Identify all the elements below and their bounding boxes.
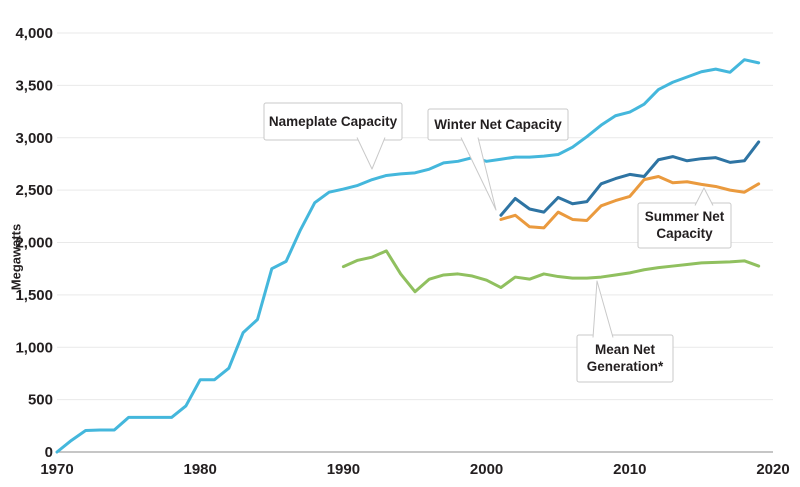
callout-box-summer-net-capacity <box>637 202 732 249</box>
x-tick-label: 1990 <box>327 461 360 478</box>
y-tick-label: 1,000 <box>15 339 53 356</box>
x-tick-label: 1980 <box>184 461 217 478</box>
x-tick-label: 2020 <box>756 461 789 478</box>
callout-text-winter-net-capacity: Winter Net Capacity <box>434 117 562 132</box>
callout-text-mean-net-generation: Generation* <box>587 359 664 374</box>
callout-box-winter-net-capacity <box>427 108 569 141</box>
series-line-summer-net-capacity <box>499 175 761 230</box>
callout-box-mean-net-generation <box>576 334 674 383</box>
y-tick-label: 2,500 <box>15 182 53 199</box>
callout-pointer-mean-net-generation <box>592 280 614 338</box>
y-tick-label: 2,000 <box>15 235 53 252</box>
callout-text-nameplate-capacity: Nameplate Capacity <box>269 114 398 129</box>
callout-pointer-nameplate-capacity <box>356 137 386 170</box>
x-tick-label: 2010 <box>613 461 646 478</box>
x-tick-label: 1970 <box>40 461 73 478</box>
callout-text-summer-net-capacity: Capacity <box>656 226 713 241</box>
callout-box-nameplate-capacity <box>263 102 403 141</box>
y-tick-label: 4,000 <box>15 25 53 42</box>
callout-text-summer-net-capacity: Summer Net <box>645 209 725 224</box>
x-tick-label: 2000 <box>470 461 503 478</box>
series-line-mean-net-generation <box>341 249 761 294</box>
y-tick-label: 500 <box>28 392 53 409</box>
series-line-winter-net-capacity <box>499 140 761 217</box>
callout-text-mean-net-generation: Mean Net <box>595 342 656 357</box>
y-tick-label: 0 <box>45 444 53 461</box>
y-tick-label: 1,500 <box>15 287 53 304</box>
callout-pointer-summer-net-capacity <box>694 187 714 206</box>
series-line-nameplate-capacity <box>55 58 761 454</box>
y-tick-label: 3,500 <box>15 77 53 94</box>
callout-pointer-winter-net-capacity <box>460 137 497 211</box>
y-tick-label: 3,000 <box>15 130 53 147</box>
